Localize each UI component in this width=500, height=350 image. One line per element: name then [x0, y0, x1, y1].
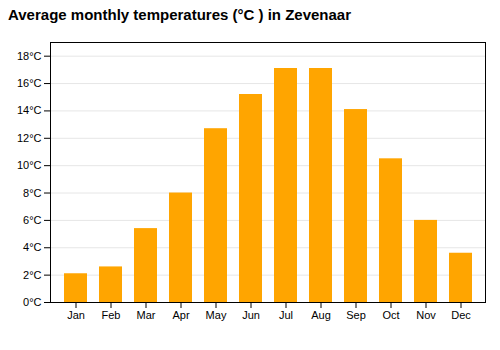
svg-text:Sep: Sep	[346, 309, 366, 321]
svg-text:Apr: Apr	[172, 309, 189, 321]
svg-text:Oct: Oct	[382, 309, 399, 321]
svg-text:Jun: Jun	[242, 309, 260, 321]
svg-text:May: May	[206, 309, 227, 321]
svg-text:2°C: 2°C	[23, 269, 42, 281]
svg-text:Feb: Feb	[102, 309, 121, 321]
svg-text:16°C: 16°C	[17, 77, 42, 89]
svg-text:4°C: 4°C	[23, 241, 42, 253]
svg-text:18°C: 18°C	[17, 50, 42, 62]
svg-text:Dec: Dec	[451, 309, 471, 321]
svg-text:Mar: Mar	[137, 309, 156, 321]
svg-text:Jul: Jul	[279, 309, 293, 321]
html-text:Average monthly temperatures (: Average monthly temperatures (°C ) in Ze…	[8, 6, 351, 23]
svg-text:0°C: 0°C	[23, 296, 42, 308]
svg-text:6°C: 6°C	[23, 214, 42, 226]
svg-text:Aug: Aug	[311, 309, 331, 321]
svg-text:10°C: 10°C	[17, 159, 42, 171]
svg-text:Nov: Nov	[416, 309, 436, 321]
svg-text:14°C: 14°C	[17, 104, 42, 116]
svg-text:12°C: 12°C	[17, 132, 42, 144]
svg-text:8°C: 8°C	[23, 187, 42, 199]
svg-text:Jan: Jan	[67, 309, 85, 321]
